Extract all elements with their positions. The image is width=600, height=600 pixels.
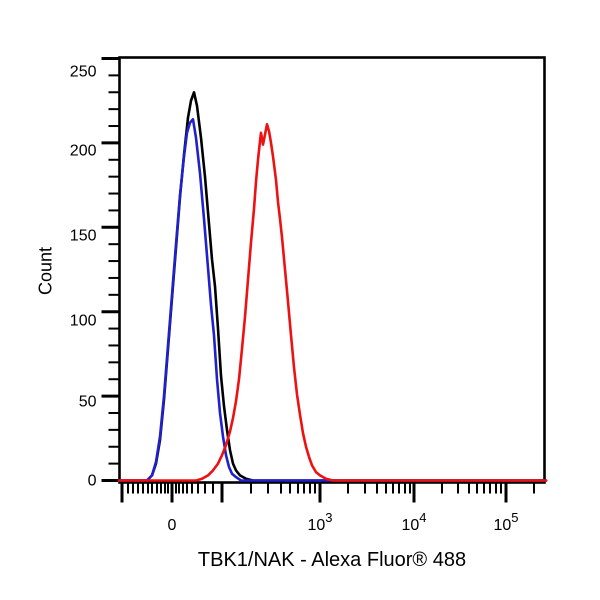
x-tick-label: 105 [493,510,518,534]
histogram-curve-red [117,123,548,482]
x-axis-title: TBK1/NAK - Alexa Fluor® 488 [197,549,467,571]
histogram-curve-black [117,91,548,482]
histogram-curves [117,91,548,482]
x-tick-label: 104 [401,510,426,534]
y-tick-label: 50 [79,394,97,411]
y-tick-label: 100 [70,313,97,330]
x-axis: 0 103 104 105 [120,482,535,534]
y-axis: 250 200 150 100 50 0 [70,57,120,490]
y-tick-label: 200 [70,143,97,160]
y-axis-title: Count [35,246,56,296]
histogram-curve-blue [117,118,548,482]
y-tick-label: 150 [70,228,97,245]
plot-border [118,56,546,484]
y-tick-label: 250 [70,64,97,81]
x-tick-label: 103 [307,510,332,534]
x-tick-label: 0 [168,517,177,534]
y-tick-label: 0 [88,473,97,490]
